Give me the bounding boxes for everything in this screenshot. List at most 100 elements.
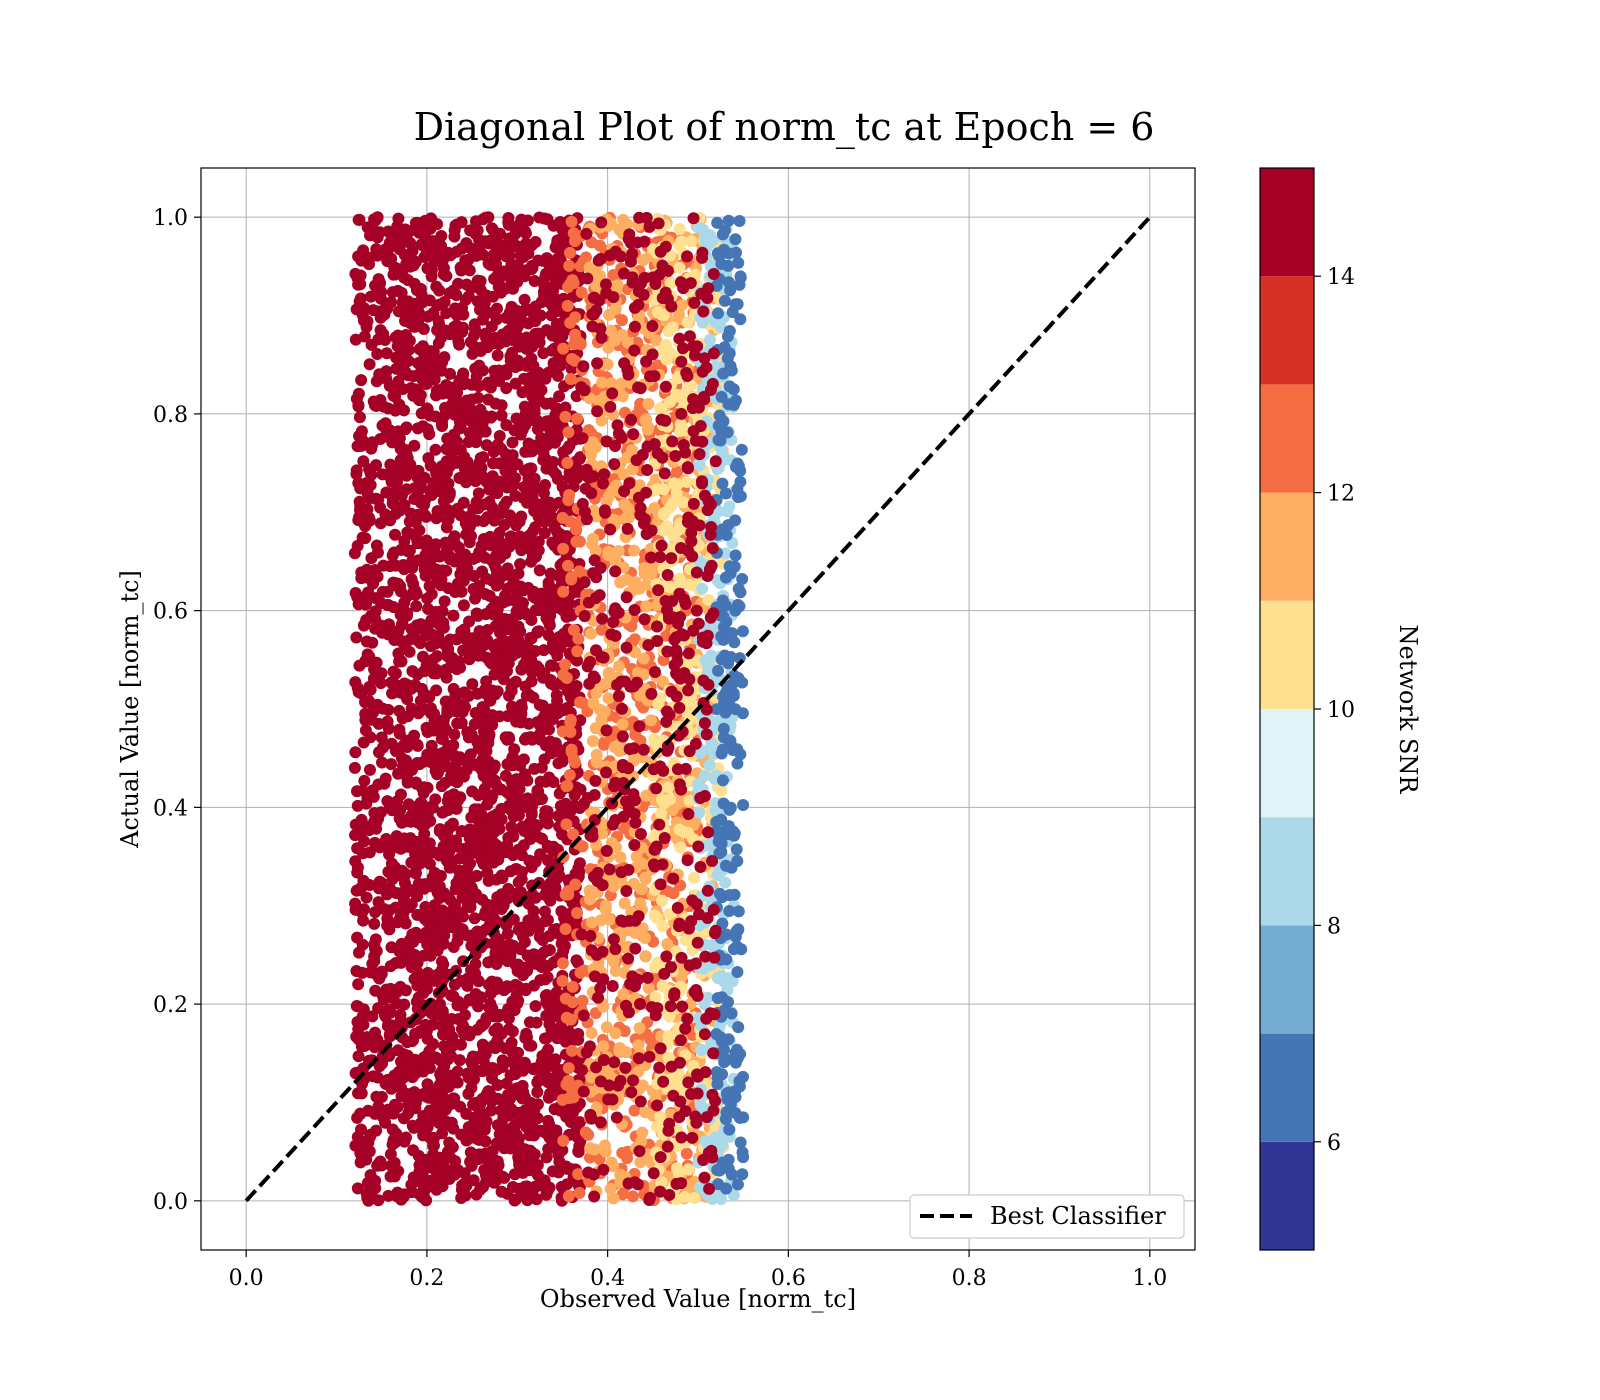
scatter-point [437,1105,450,1118]
scatter-point [617,468,630,481]
scatter-point [670,487,683,500]
scatter-point [667,887,680,900]
scatter-point [408,320,421,333]
scatter-point [401,693,414,706]
scatter-point [355,687,368,700]
scatter-point [584,893,597,906]
scatter-point [639,950,652,963]
scatter-point [490,916,503,929]
scatter-point [486,1145,499,1158]
scatter-point [458,450,471,463]
scatter-point [382,1189,395,1202]
scatter-point [368,836,381,849]
scatter-point [497,984,510,997]
scatter-point [356,966,369,979]
scatter-point [359,532,372,545]
scatter-point [544,599,557,612]
scatter-point [352,1087,365,1100]
scatter-point [376,741,389,754]
scatter-point [538,667,551,680]
scatter-point [406,665,419,678]
scatter-point [578,964,591,977]
scatter-point [638,562,651,575]
scatter-point [430,684,443,697]
scatter-point [386,804,399,817]
scatter-point [525,555,538,568]
scatter-point [352,250,365,263]
scatter-point [620,573,633,586]
scatter-point [562,1025,575,1038]
scatter-point [353,411,366,424]
scatter-point [540,267,553,280]
scatter-point [420,629,433,642]
scatter-point [602,548,615,561]
scatter-point [380,486,393,499]
scatter-point [519,227,532,240]
scatter-point [506,649,519,662]
scatter-point [520,302,533,315]
scatter-point [468,912,481,925]
scatter-point [425,756,438,769]
scatter-point [381,795,394,808]
scatter-point [423,857,436,870]
scatter-point [538,905,551,918]
scatter-point [560,672,573,685]
scatter-point [531,1112,544,1125]
scatter-point [467,1050,480,1063]
scatter-point [466,785,479,798]
scatter-point [424,1174,437,1187]
scatter-point [375,286,388,299]
scatter-point [455,1128,468,1141]
scatter-point [583,440,596,453]
scatter-point [396,466,409,479]
scatter-point [434,987,447,1000]
scatter-point [507,534,520,547]
scatter-point [537,440,550,453]
scatter-point [414,1174,427,1187]
scatter-point [549,1053,562,1066]
scatter-point [395,1193,408,1206]
scatter-point [565,746,578,759]
scatter-point [395,1063,408,1076]
scatter-point [613,660,626,673]
scatter-point [430,280,443,293]
scatter-point [546,659,559,672]
scatter-point [432,251,445,264]
scatter-point [438,595,451,608]
plot-area [200,167,1196,1251]
scatter-point [399,1131,412,1144]
scatter-point [629,576,642,589]
scatter-point [448,230,461,243]
scatter-point [437,619,450,632]
scatter-point [443,861,456,874]
scatter-point [560,1078,573,1091]
scatter-point [375,1090,388,1103]
scatter-point [432,337,445,350]
scatter-point [362,695,375,708]
scatter-point [418,215,431,228]
scatter-point [415,238,428,251]
scatter-point [486,1072,499,1085]
scatter-point [372,333,385,346]
scatter-point [437,487,450,500]
scatter-point [357,517,370,530]
scatter-point [390,1127,403,1140]
scatter-point [531,830,544,843]
scatter-point [613,1044,626,1057]
scatter-point [381,255,394,268]
scatter-point [542,420,555,433]
scatter-point [614,851,627,864]
scatter-point [466,836,479,849]
scatter-point [458,686,471,699]
scatter-point [348,761,361,774]
scatter-point [384,1148,397,1161]
scatter-point [565,571,578,584]
scatter-point [424,815,437,828]
scatter-point [509,489,522,502]
scatter-point [403,945,416,958]
scatter-point [534,792,547,805]
scatter-point [412,707,425,720]
scatter-point [573,1116,586,1129]
scatter-point [472,487,485,500]
scatter-point [633,1022,646,1035]
